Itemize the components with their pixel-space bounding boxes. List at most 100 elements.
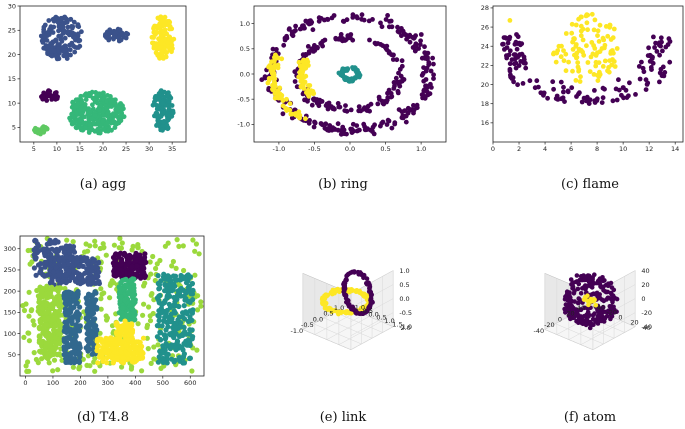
scatter-point	[181, 359, 187, 366]
scatter-point	[359, 12, 365, 18]
scatter-point	[99, 352, 105, 358]
x-tick-label: 4	[543, 145, 547, 153]
scatter-point	[88, 303, 94, 309]
panel-ring: -1.0 -0.5 0.0 0.5 1.0 -1.0 -0.5 0.0 0.5 1.0	[237, 5, 447, 153]
scatter-point	[575, 60, 581, 65]
scatter-point	[65, 24, 71, 30]
scatter-point	[662, 70, 668, 75]
scatter-point	[155, 273, 161, 279]
scatter-point	[83, 125, 88, 131]
scatter-point	[66, 342, 72, 348]
scatter-point	[25, 359, 31, 365]
scatter-point	[558, 96, 564, 102]
scatter-point	[643, 87, 649, 92]
y-tick-label: 50	[8, 351, 16, 359]
scatter-point	[658, 35, 664, 41]
scatter-point	[354, 123, 360, 128]
scatter-point	[29, 259, 35, 265]
scatter-point	[383, 17, 389, 22]
scatter-point	[163, 327, 169, 333]
scatter-point	[53, 323, 59, 329]
scatter-point	[58, 33, 64, 39]
scatter-point	[169, 263, 175, 269]
scatter-point	[167, 331, 173, 337]
scatter-point	[384, 97, 390, 103]
y-tick-label: 250	[4, 266, 16, 274]
scatter-point	[104, 315, 110, 321]
scatter-point	[51, 24, 57, 30]
scatter-point	[578, 48, 584, 53]
scatter-point	[37, 309, 43, 315]
scatter-point	[73, 97, 79, 103]
scatter-point	[49, 53, 55, 59]
scatter-point	[165, 117, 171, 123]
scatter-point	[595, 33, 600, 38]
z-tick-label: 1.0	[399, 267, 409, 275]
scatter-point	[553, 96, 559, 101]
scatter-point	[40, 94, 46, 100]
scatter-point	[280, 111, 286, 117]
scatter-point	[42, 332, 48, 338]
scatter-point	[155, 121, 161, 127]
scatter-point	[63, 350, 69, 356]
scatter-point	[24, 368, 30, 374]
scatter-point	[304, 90, 309, 95]
scatter-point	[91, 96, 97, 102]
scatter-point	[165, 40, 171, 45]
scatter-point	[569, 21, 575, 27]
scatter-point	[595, 78, 601, 83]
scatter-point	[310, 91, 316, 97]
scatter-point	[141, 265, 147, 271]
scatter-point	[278, 94, 284, 99]
scatter-point	[117, 235, 123, 241]
scatter-point	[390, 57, 396, 62]
scatter-point	[50, 317, 56, 323]
scatter-point	[646, 45, 651, 51]
scatter-point	[296, 59, 302, 65]
scatter-point	[193, 241, 199, 247]
x-tick-label: -20	[544, 321, 555, 329]
scatter-point	[133, 257, 139, 263]
scatter-point	[190, 297, 196, 303]
scatter-point	[68, 52, 73, 58]
scatter-point	[176, 303, 182, 310]
scatter-point	[361, 121, 367, 127]
scatter-point	[61, 249, 67, 255]
scatter-point	[658, 43, 663, 49]
scatter-point	[570, 39, 576, 45]
scatter-point	[403, 119, 409, 125]
scatter-point	[431, 72, 436, 78]
scatter-point	[563, 31, 569, 36]
scatter-point	[80, 263, 86, 269]
scatter-point	[158, 310, 165, 316]
scatter-point	[159, 302, 165, 308]
scatter-point	[593, 63, 599, 69]
scatter-point	[71, 329, 77, 335]
scatter-point	[270, 87, 276, 93]
scatter-point	[189, 310, 195, 316]
scatter-point	[72, 344, 78, 350]
scatter-point	[389, 24, 395, 30]
z-tick-label: -20	[641, 309, 652, 317]
scatter-point	[76, 328, 83, 334]
scatter-point	[47, 290, 54, 296]
scatter-point	[160, 359, 166, 365]
y-tick-label: 100	[4, 330, 16, 338]
scatter-point	[44, 38, 50, 43]
scatter-point	[582, 305, 587, 311]
scatter-point	[190, 237, 196, 243]
x-tick-label: 400	[129, 379, 141, 387]
scatter-point	[329, 290, 335, 295]
scatter-point	[169, 37, 175, 43]
scatter-point	[77, 345, 83, 351]
y-tick-label: 24	[481, 43, 489, 51]
scatter-point	[87, 127, 93, 133]
grid-line	[338, 321, 382, 345]
scatter-point	[104, 106, 110, 111]
scatter-point	[561, 58, 567, 64]
scatter-point	[173, 277, 180, 283]
scatter-point	[545, 95, 550, 101]
scatter-point	[335, 121, 341, 127]
scatter-point	[423, 77, 429, 82]
scatter-point	[198, 299, 204, 305]
